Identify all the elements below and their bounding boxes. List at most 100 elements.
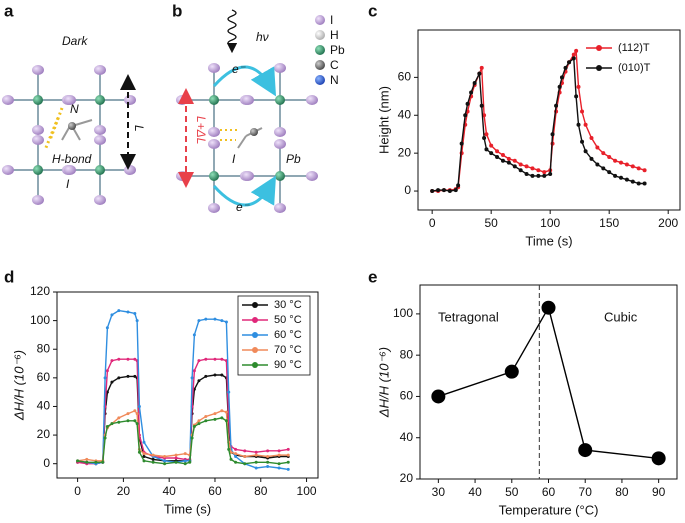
y-axis-label: Height (nm): [376, 86, 391, 154]
y-axis-label: ΔH/H (10⁻⁶): [376, 347, 391, 418]
data-point: [447, 189, 452, 194]
annotation: Cubic: [604, 309, 638, 324]
data-point: [506, 160, 511, 165]
electron-arrow: [212, 175, 277, 207]
label: hν: [256, 30, 269, 44]
data-point: [456, 183, 461, 188]
data-point: [133, 374, 137, 378]
lead-atom: [95, 165, 105, 175]
data-point: [126, 310, 130, 314]
data-point: [94, 460, 98, 464]
x-tick-label: 0: [74, 484, 81, 498]
data-point: [220, 416, 224, 420]
lead-atom: [209, 171, 219, 181]
atom: [250, 128, 258, 136]
data-point: [105, 369, 109, 373]
data-point: [220, 357, 224, 361]
data-point: [220, 373, 224, 377]
data-point: [142, 452, 146, 456]
legend-marker: [252, 362, 258, 368]
iodine-atom: [124, 165, 136, 175]
data-point: [110, 359, 114, 363]
caption: Dark: [62, 34, 88, 48]
data-point: [135, 422, 139, 426]
label: I: [232, 152, 236, 166]
data-point: [151, 457, 155, 461]
iodine-atom: [306, 171, 318, 181]
data-point: [266, 465, 270, 469]
data-point: [571, 52, 576, 57]
data-point: [243, 462, 247, 466]
data-point: [530, 166, 535, 171]
y-tick-label: 0: [43, 456, 50, 470]
data-point: [101, 460, 105, 464]
data-point: [105, 326, 109, 330]
data-point: [595, 162, 600, 167]
plot-frame: [417, 29, 681, 211]
data-point: [500, 153, 505, 158]
data-point: [482, 136, 487, 140]
iodine-atom: [208, 127, 220, 137]
data-point: [192, 369, 196, 373]
data-point: [277, 453, 281, 457]
data-point: [512, 164, 517, 169]
iodine-atom: [274, 203, 286, 213]
h-bond-line: [43, 107, 64, 151]
label: N: [70, 102, 79, 116]
data-point: [85, 457, 89, 461]
y-tick-label: 120: [30, 284, 50, 298]
x-tick-label: 0: [429, 216, 436, 230]
data-point: [126, 419, 130, 423]
iodine-atom: [306, 95, 318, 105]
data-point: [142, 440, 146, 444]
data-point: [484, 147, 489, 152]
x-tick-label: 30: [432, 485, 446, 499]
data-point: [174, 456, 178, 460]
data-point: [576, 122, 581, 127]
y-tick-label: 40: [398, 107, 412, 121]
data-point: [618, 175, 623, 180]
y-tick-label: 60: [37, 370, 51, 384]
data-point: [224, 410, 228, 414]
data-point: [607, 154, 612, 159]
x-tick-label: 60: [542, 485, 556, 499]
data-point: [234, 447, 238, 451]
legend-marker: [252, 332, 258, 338]
data-point: [642, 168, 647, 173]
data-point: [624, 162, 629, 167]
data-point: [495, 149, 500, 154]
data-point: [607, 170, 612, 175]
iodine-atom: [94, 195, 106, 205]
data-point: [224, 320, 228, 324]
data-point: [518, 162, 523, 167]
legend-atom: [315, 60, 325, 70]
y-axis-label: ΔH/H (10⁻⁶): [11, 350, 26, 421]
data-point: [234, 455, 238, 459]
y-tick-label: 20: [400, 471, 414, 485]
legend-label: Pb: [330, 43, 345, 57]
data-point: [213, 412, 217, 416]
data-point: [151, 460, 155, 464]
legend-label: 50 °C: [274, 314, 302, 326]
data-point: [266, 455, 270, 459]
data-point: [163, 459, 167, 463]
x-tick-label: 100: [540, 216, 560, 230]
series-line: [77, 374, 289, 465]
data-point: [595, 145, 600, 150]
data-point: [286, 460, 290, 464]
y-tick-label: 20: [398, 145, 412, 159]
data-point: [163, 455, 167, 459]
iodine-atom: [32, 195, 44, 205]
data-point: [117, 376, 121, 380]
iodine-atom: [2, 165, 14, 175]
data-point: [229, 450, 233, 454]
data-point: [618, 160, 623, 165]
data-point: [636, 166, 641, 171]
x-axis-label: Time (s): [525, 233, 572, 248]
label: L+ΔL: [194, 116, 208, 144]
data-point: [213, 373, 217, 377]
electron-arrow: [212, 65, 277, 97]
panel-label: e: [368, 267, 377, 286]
molecule: [237, 127, 263, 149]
